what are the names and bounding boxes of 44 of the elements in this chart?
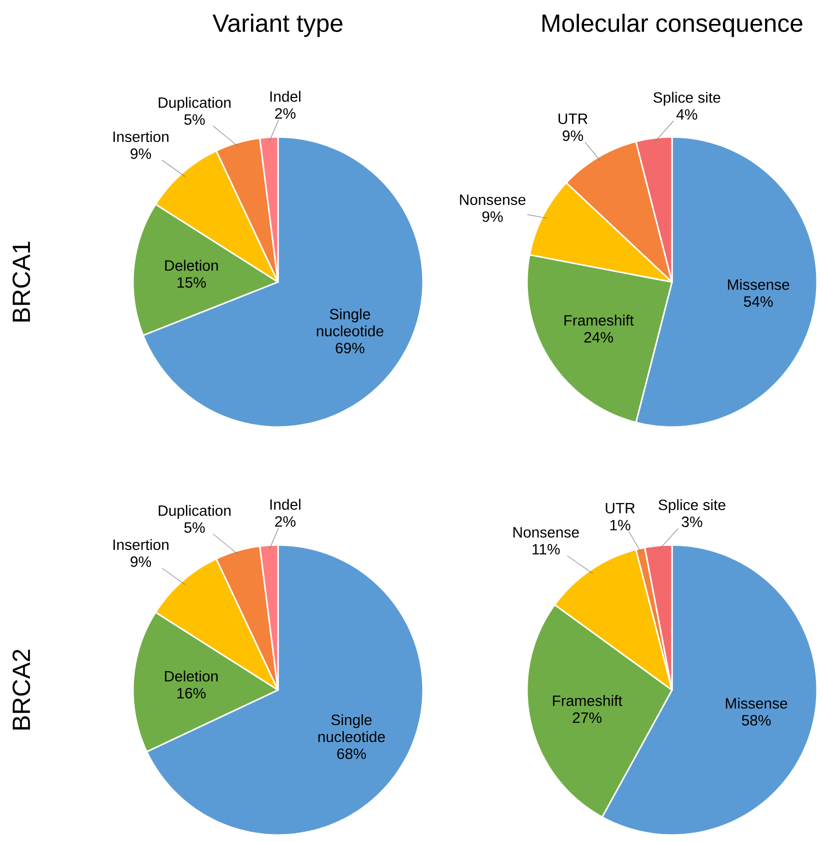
data-label: 27% <box>572 712 602 723</box>
slice-label: Single nucleotide <box>316 308 384 336</box>
data-label: 9% <box>130 148 152 159</box>
data-label: 9% <box>482 211 503 222</box>
data-label: 5% <box>184 114 205 125</box>
slice-label: UTR <box>606 503 635 514</box>
data-label: 68% <box>337 748 366 760</box>
text: BRCA1 <box>12 242 30 322</box>
data-label: 24% <box>584 332 613 343</box>
slice-label: Nonsense <box>460 194 526 205</box>
data-label: 16% <box>177 688 206 698</box>
slice-label: Deletion <box>164 670 218 682</box>
slice-label: Single nucleotide <box>318 714 385 742</box>
slice-label: Indel <box>270 90 300 102</box>
slice-label: Duplication <box>158 96 231 111</box>
data-label: 9% <box>130 556 152 567</box>
data-label: 11% <box>532 544 560 554</box>
data-label: 54% <box>744 296 773 307</box>
slice-label: Deletion <box>165 260 218 271</box>
slice-label: Nonsense <box>513 527 579 538</box>
slice-label: Indel <box>270 498 300 510</box>
slice-label: Splice site <box>654 92 720 106</box>
chart-title: Molecular consequence <box>542 14 802 37</box>
data-label: 5% <box>184 522 205 533</box>
data-label: 1% <box>610 520 630 530</box>
data-label: 15% <box>178 277 206 288</box>
slice-label: Insertion <box>113 131 168 142</box>
data-label: 9% <box>562 130 584 142</box>
chart-title: Variant type <box>212 14 342 37</box>
slice-label: Insertion <box>113 539 168 550</box>
slice-label: Splice site <box>658 499 726 514</box>
data-label: 4% <box>676 109 698 120</box>
slice-label: UTR <box>558 114 588 124</box>
slice-label: Missense <box>728 278 790 290</box>
data-label: 3% <box>682 516 702 528</box>
slice-label: Missense <box>726 698 788 709</box>
slice-label: Duplication <box>158 504 231 519</box>
data-label: 58% <box>742 715 771 726</box>
slice-label: Frameshift <box>564 314 634 326</box>
data-label: 69% <box>336 342 364 354</box>
slice-label: Frameshift <box>553 695 622 706</box>
data-label: 2% <box>275 516 296 527</box>
data-label: 2% <box>275 108 296 119</box>
text: BRCA2 <box>12 650 30 730</box>
